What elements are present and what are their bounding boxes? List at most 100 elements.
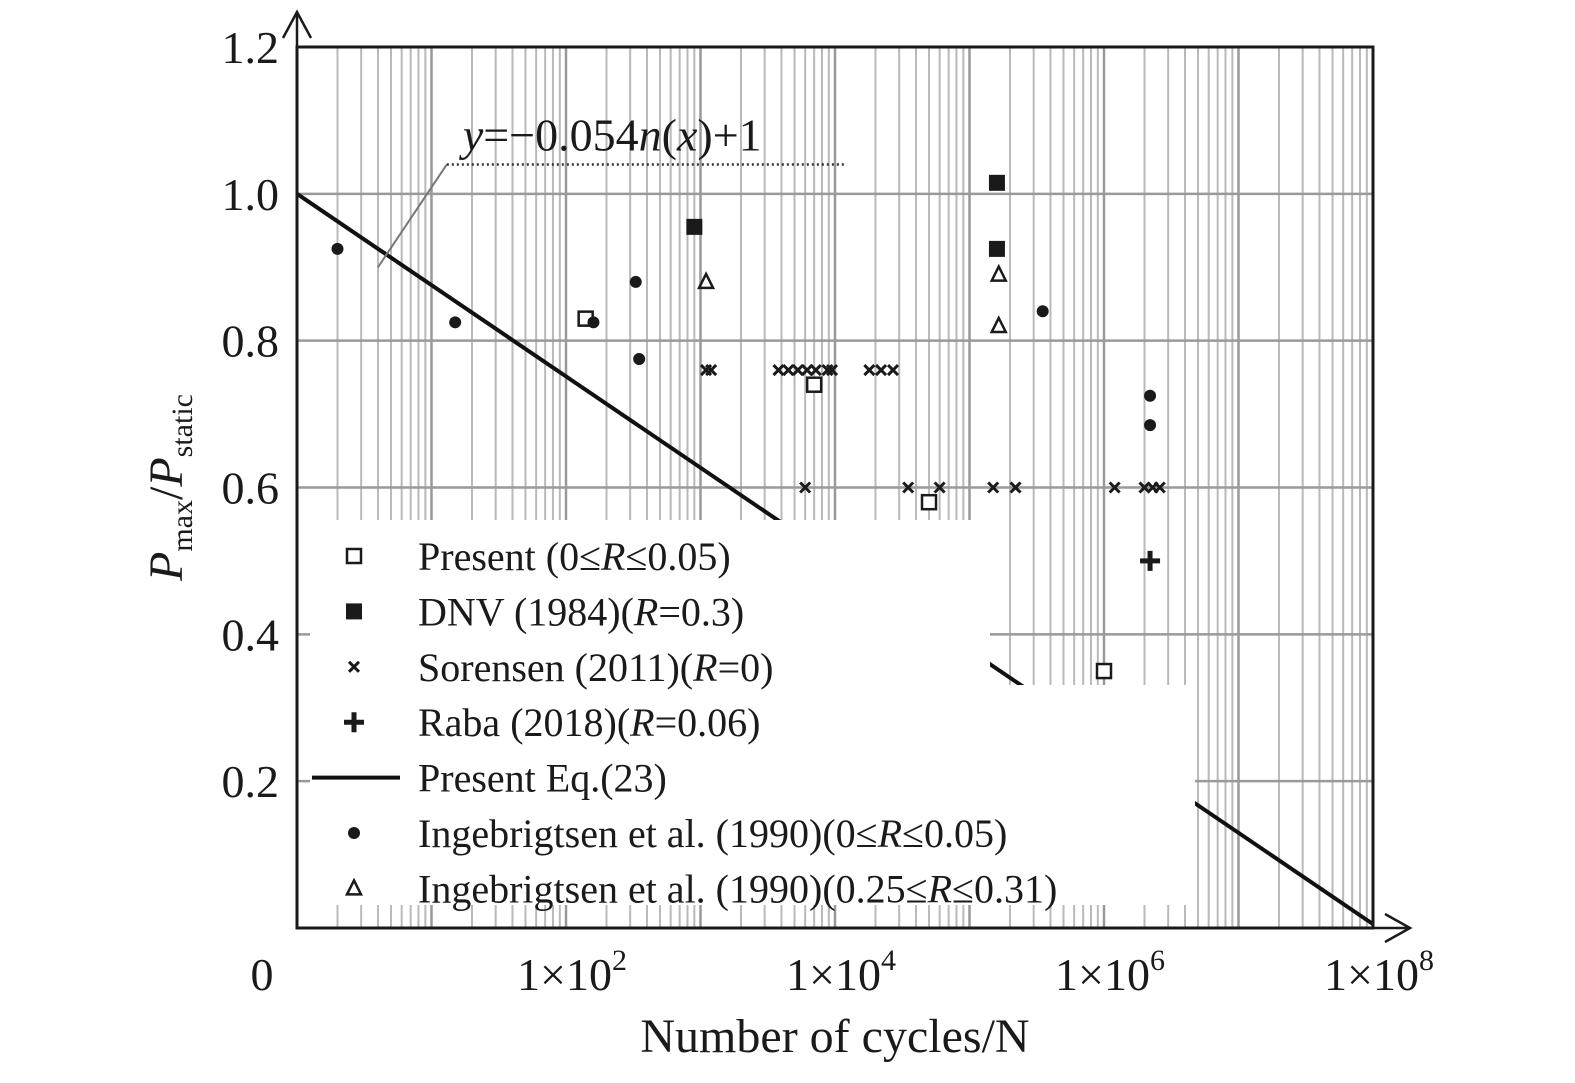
data-point-series-2: [1108, 481, 1121, 494]
anno-part-open: (: [662, 109, 677, 160]
marker-shape: [344, 712, 364, 733]
marker-shape: [633, 353, 646, 366]
legend-label: Ingebrigtsen et al. (1990)(0≤R≤0.05): [418, 811, 1007, 856]
y-tick-label: 0.8: [222, 316, 280, 367]
marker-shape: [809, 363, 822, 377]
marker-shape: [799, 481, 812, 494]
marker-shape: [348, 827, 360, 839]
marker-shape: [1144, 389, 1157, 402]
data-point-series-2: [1153, 481, 1166, 494]
marker-shape: [874, 363, 888, 377]
legend-label: Present (0≤R≤0.05): [418, 534, 731, 579]
marker-shape: [1036, 305, 1049, 318]
data-point-series-2: [799, 481, 812, 494]
data-point-series-2: [825, 363, 839, 377]
data-point-series-1: [988, 174, 1005, 191]
legend-item: Present (0≤R≤0.05): [345, 534, 731, 579]
marker-shape: [1009, 481, 1022, 494]
legend-label: Raba (2018)(R=0.06): [418, 700, 760, 745]
legend-label: Ingebrigtsen et al. (1990)(0.25≤R≤0.31): [418, 866, 1057, 911]
x-tick-label: 1×104: [786, 944, 896, 1000]
marker-shape: [345, 547, 363, 565]
marker-shape: [989, 315, 1008, 334]
data-point-series-4: [331, 242, 344, 255]
legend-background-lower: [310, 685, 1195, 905]
legend-item: Ingebrigtsen et al. (1990)(0.25≤R≤0.31): [344, 866, 1057, 911]
marker-shape: [697, 271, 716, 290]
legend-background-upper: [310, 520, 990, 685]
legend-item: Sorensen (2011)(R=0): [347, 645, 773, 690]
legend-label: Present Eq.(23): [418, 756, 667, 801]
y-tick-label: 0.6: [222, 463, 280, 514]
annotation-equation: y=−0.054n(x)+1: [459, 109, 762, 160]
x-tick-label: 1×102: [517, 944, 627, 1000]
data-point-series-4: [633, 353, 646, 366]
y-title-sub1: max: [166, 500, 199, 552]
data-point-series-4: [1144, 389, 1157, 402]
y-axis-title: Pmax/Pstatic: [140, 394, 199, 582]
y-tick-label: 1.2: [222, 22, 280, 73]
data-point-series-2: [886, 363, 900, 377]
data-point-series-0: [805, 376, 823, 393]
data-point-series-2: [791, 363, 804, 377]
x-axis-title: Number of cycles/N: [640, 1010, 1029, 1063]
data-point-series-2: [1009, 481, 1022, 494]
data-point-series-0: [1095, 662, 1113, 680]
y-title-sep: /: [140, 486, 193, 500]
marker-shape: [902, 481, 915, 494]
y-tick-label: 0.2: [222, 756, 280, 807]
marker-shape: [920, 493, 938, 511]
marker-shape: [989, 263, 1008, 282]
legend-item: Ingebrigtsen et al. (1990)(0≤R≤0.05): [348, 811, 1007, 856]
x-axis-arrow: [1384, 912, 1413, 944]
data-point-series-3: [1140, 550, 1161, 571]
data-point-series-5: [697, 271, 716, 290]
legend-marker: [345, 547, 363, 565]
data-point-series-4: [629, 275, 642, 288]
marker-shape: [587, 316, 600, 329]
data-point-series-2: [863, 363, 876, 377]
legend-label: Sorensen (2011)(R=0): [418, 645, 773, 690]
data-point-series-4: [587, 316, 600, 329]
equation-annotation: y=−0.054n(x)+1: [377, 109, 847, 268]
marker-shape: [933, 481, 946, 494]
legend-marker: [347, 660, 361, 673]
marker-shape: [1108, 481, 1121, 494]
tick-labels: 0.2 0.4 0.6 0.8 1.0 1.2 0 1×102 1×104 1×106 1×108: [222, 22, 1434, 1000]
legend-item: DNV (1984)(R=0.3): [346, 589, 744, 634]
data-point-series-4: [1144, 419, 1157, 432]
marker-shape: [686, 218, 703, 235]
anno-part-x: x: [676, 109, 698, 160]
marker-shape: [987, 481, 1000, 494]
anno-part-y: y: [459, 109, 484, 160]
data-point-series-1: [988, 240, 1005, 257]
data-point-series-5: [989, 315, 1008, 334]
marker-shape: [782, 363, 795, 377]
legend-marker: [348, 827, 360, 839]
data-point-series-2: [809, 363, 822, 377]
marker-shape: [346, 603, 362, 620]
marker-shape: [1144, 419, 1157, 432]
data-point-series-2: [705, 363, 718, 377]
legend-label: DNV (1984)(R=0.3): [418, 589, 744, 634]
anno-part-n: n: [639, 109, 662, 160]
marker-shape: [1140, 550, 1161, 571]
legend-marker: [344, 712, 364, 733]
data-point-series-2: [772, 363, 785, 377]
x-tick-label-origin: 0: [251, 949, 274, 1000]
marker-shape: [705, 363, 718, 377]
data-point-series-4: [449, 316, 462, 329]
marker-shape: [988, 174, 1005, 191]
legend-marker: [344, 877, 364, 896]
marker-shape: [1095, 662, 1113, 680]
axes: [281, 9, 1413, 944]
x-tick-label: 1×106: [1055, 944, 1165, 1000]
marker-shape: [449, 316, 462, 329]
legend: Present (0≤R≤0.05) DNV (1984)(R=0.3) Soren…: [310, 520, 1195, 911]
marker-shape: [791, 363, 804, 377]
marker-shape: [805, 376, 823, 393]
marker-shape: [863, 363, 876, 377]
marker-shape: [886, 363, 900, 377]
annotation-leader-line: [377, 163, 448, 268]
